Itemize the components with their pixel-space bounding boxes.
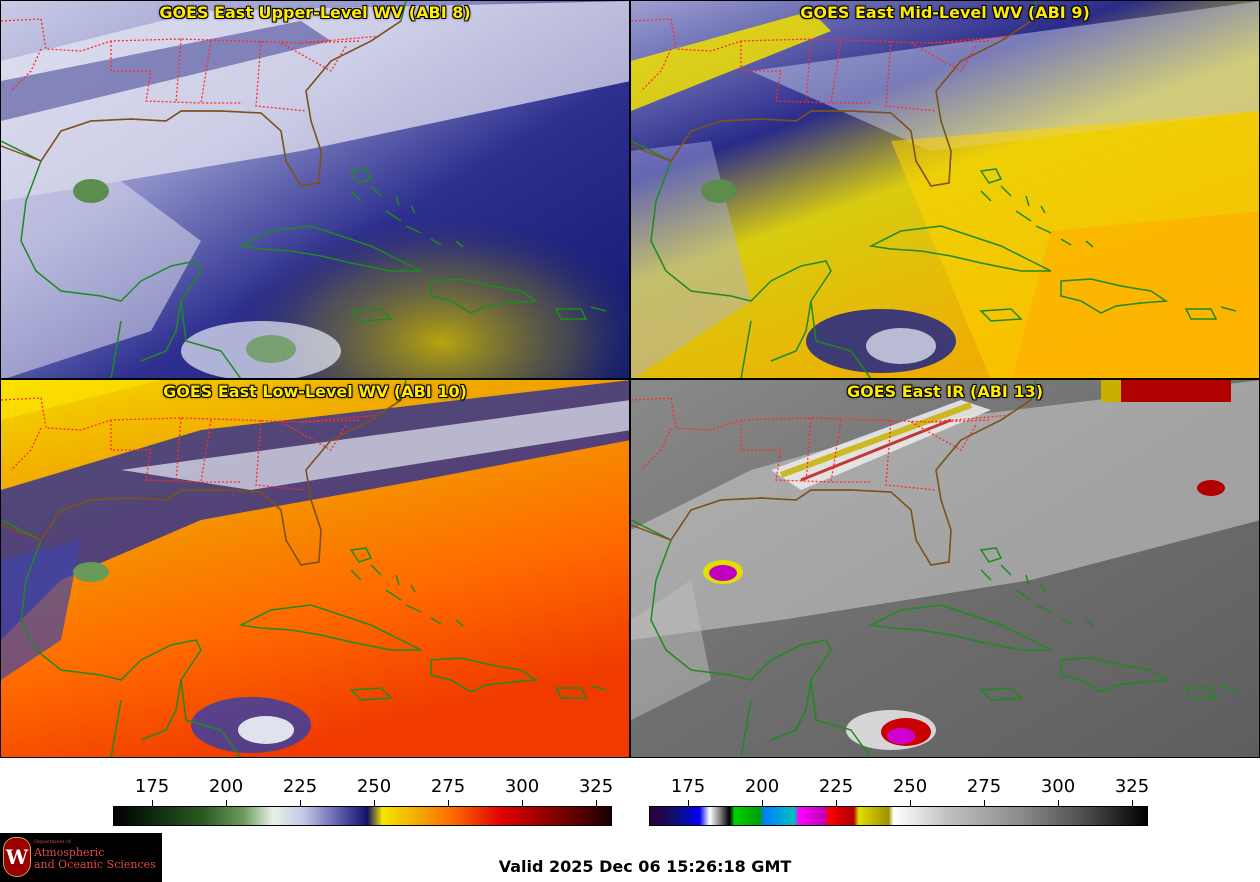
wv-tick-label: 275 [430, 776, 466, 797]
logo-line-oceanic: and Oceanic Sciences [34, 858, 156, 871]
ir-image [631, 380, 1259, 757]
logo-department-text: Department of [34, 839, 71, 845]
mid-level-wv-image [631, 1, 1259, 378]
panel-ir: GOES East IR (ABI 13) [630, 379, 1260, 758]
panel-upper-level-wv: GOES East Upper-Level WV (ABI 8) [0, 0, 630, 379]
ir-tick-label: 225 [818, 776, 854, 797]
wv-tick-label: 325 [578, 776, 614, 797]
logo-name-text: Atmospheric and Oceanic Sciences [34, 847, 156, 871]
wv-tick-label: 225 [282, 776, 318, 797]
panel-low-level-wv: GOES East Low-Level WV (ABI 10) [0, 379, 630, 758]
ir-colorbar [649, 806, 1148, 826]
valid-time: Valid 2025 Dec 06 15:26:18 GMT [498, 857, 792, 876]
wv-tick-label: 300 [504, 776, 540, 797]
wv-tick-label: 250 [356, 776, 392, 797]
ir-tick-label: 200 [744, 776, 780, 797]
ir-tick-label: 325 [1114, 776, 1150, 797]
wv-tick-label: 200 [208, 776, 244, 797]
wv-colorbar [113, 806, 612, 826]
upper-level-wv-image [1, 1, 629, 378]
logo-line-atmospheric: Atmospheric [34, 846, 105, 859]
wv-tick-label: 175 [134, 776, 170, 797]
panel-title-abi8: GOES East Upper-Level WV (ABI 8) [159, 3, 471, 22]
aos-logo: W Department of Atmospheric and Oceanic … [0, 833, 162, 882]
low-level-wv-image [1, 380, 629, 757]
ir-tick-label: 300 [1040, 776, 1076, 797]
ir-tick-label: 275 [966, 776, 1002, 797]
panel-mid-level-wv: GOES East Mid-Level WV (ABI 9) [630, 0, 1260, 379]
panel-title-abi10: GOES East Low-Level WV (ABI 10) [163, 382, 467, 401]
panel-title-abi13: GOES East IR (ABI 13) [846, 382, 1044, 401]
uw-seal-icon: W [3, 837, 31, 877]
ir-tick-label: 250 [892, 776, 928, 797]
panel-title-abi9: GOES East Mid-Level WV (ABI 9) [800, 3, 1090, 22]
ir-tick-label: 175 [670, 776, 706, 797]
